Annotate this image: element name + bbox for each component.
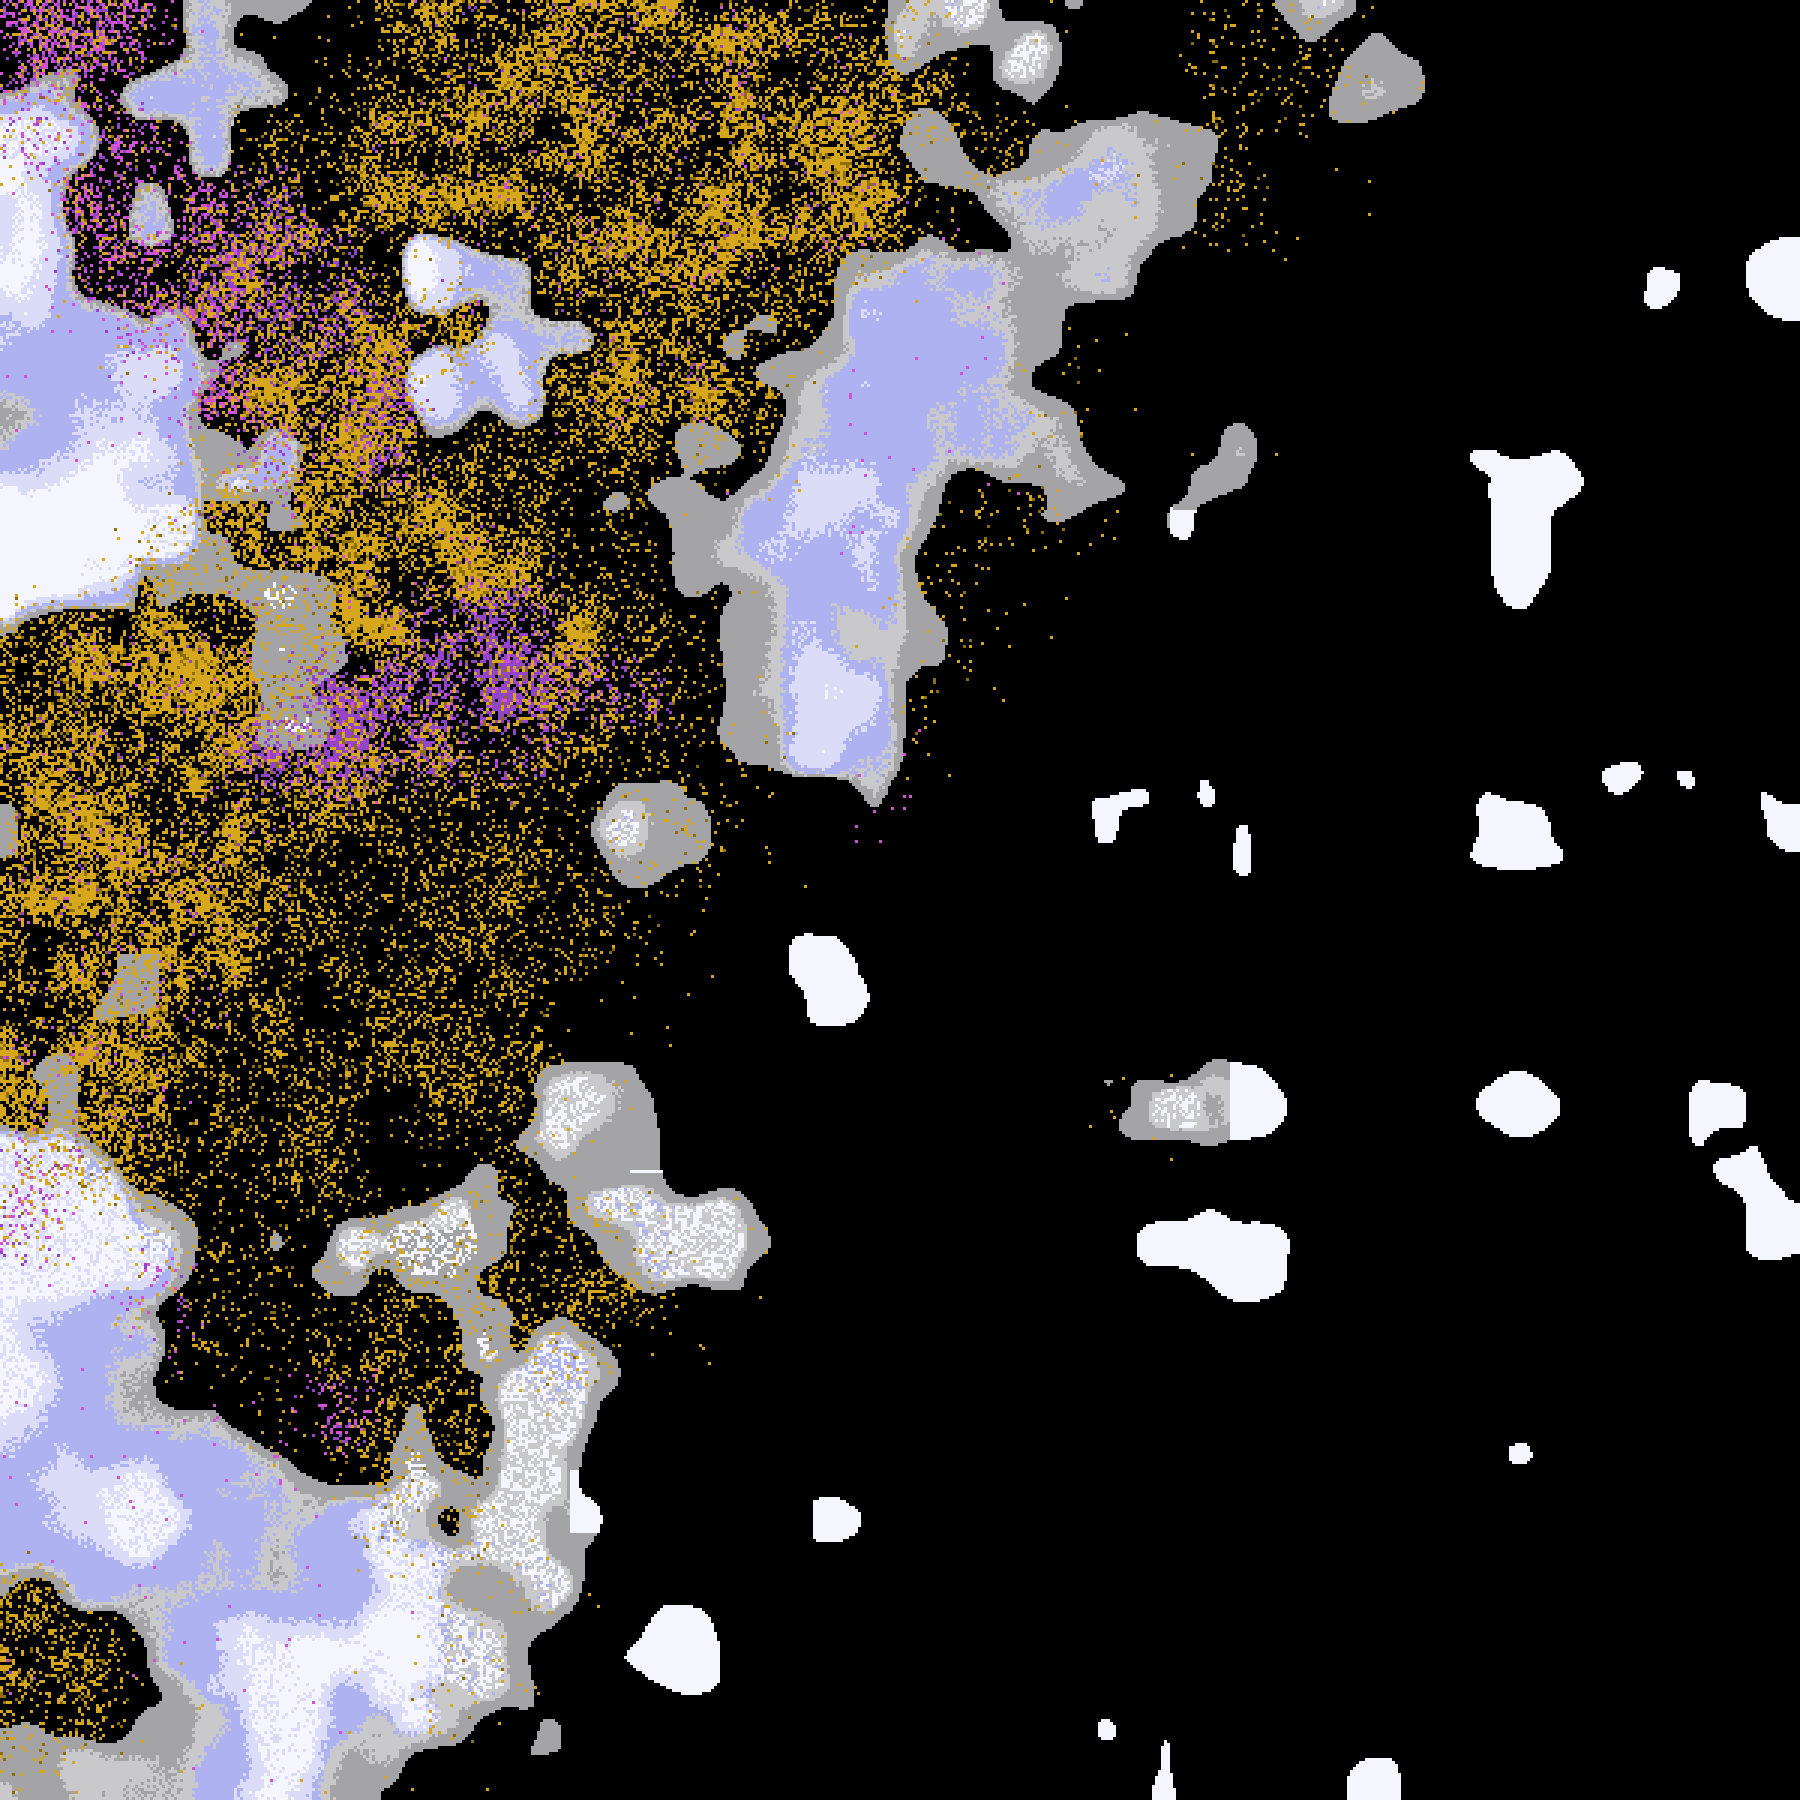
satellite-image-canvas: [0, 0, 1800, 1800]
satellite-image: [0, 0, 1800, 1800]
